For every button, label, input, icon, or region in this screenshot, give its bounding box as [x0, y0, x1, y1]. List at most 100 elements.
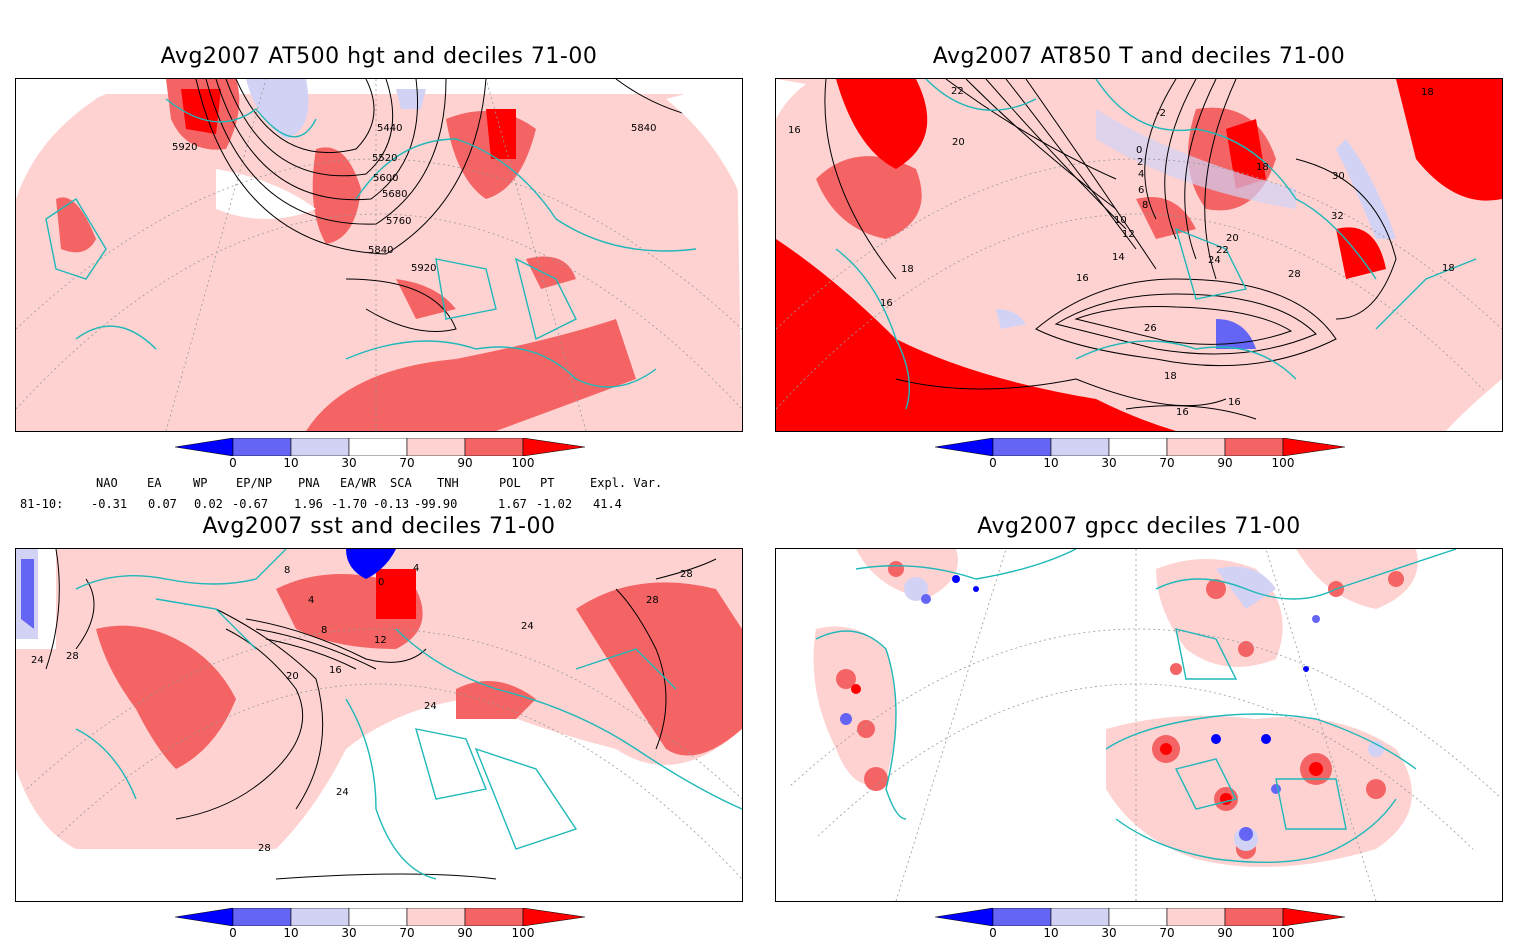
colorbar-tick: 0 — [989, 456, 997, 470]
colorbar-tick: 70 — [399, 456, 415, 470]
contour-label: 5840 — [631, 123, 656, 134]
contour-label: 0 — [1136, 145, 1142, 156]
index-header: PT — [540, 476, 555, 490]
map-panel-t850: 22 20 -2 0 2 4 6 8 10 12 14 16 18 18 18 … — [775, 78, 1503, 432]
index-value: -99.90 — [414, 497, 458, 511]
index-header: SCA — [390, 476, 412, 490]
contour-label: 5920 — [172, 142, 197, 153]
contour-label: 0 — [378, 577, 384, 588]
contour-label: 28 — [646, 595, 659, 606]
contour-label: 18 — [901, 264, 914, 275]
contour-label: 20 — [952, 137, 965, 148]
contour-label: 14 — [1112, 252, 1125, 263]
contour-label: 26 — [1144, 323, 1157, 334]
panel-title-sst: Avg2007 sst and deciles 71-00 — [202, 514, 556, 539]
index-value: 0.07 — [148, 497, 177, 511]
contour-label: 10 — [1114, 215, 1127, 226]
panel-title-hgt: Avg2007 AT500 hgt and deciles 71-00 — [160, 44, 598, 69]
colorbar-bottom-left: 0 10 30 70 90 100 — [174, 907, 595, 948]
index-value: 41.4 — [593, 497, 622, 511]
contour-label: 4 — [1138, 169, 1144, 180]
colorbar-tick: 70 — [1159, 456, 1175, 470]
contour-label: 24 — [31, 655, 44, 666]
contour-label: 16 — [1228, 397, 1241, 408]
contour-label: 28 — [66, 651, 79, 662]
index-header: NAO — [96, 476, 118, 490]
contour-label: 20 — [1226, 233, 1239, 244]
contour-label: 30 — [1332, 171, 1345, 182]
map-panel-gpcc — [775, 548, 1503, 902]
contour-label: 28 — [680, 569, 693, 580]
index-header: EA — [147, 476, 162, 490]
contour-label: 5520 — [372, 153, 397, 164]
index-header: POL — [499, 476, 521, 490]
colorbar-tick: 30 — [341, 456, 357, 470]
index-header: EP/NP — [236, 476, 273, 490]
contour-label: 24 — [336, 787, 349, 798]
contour-label: 24 — [1208, 255, 1221, 266]
contour-label: 32 — [1331, 211, 1344, 222]
index-value: -0.13 — [373, 497, 410, 511]
colorbar-tick: 90 — [457, 926, 473, 940]
colorbar-tick: 100 — [511, 926, 535, 940]
contour-label: 12 — [1122, 229, 1135, 240]
index-value: -1.02 — [536, 497, 573, 511]
index-value: 1.67 — [498, 497, 527, 511]
index-value: -1.70 — [331, 497, 368, 511]
colorbar-tick: 10 — [283, 926, 299, 940]
contour-label: 24 — [424, 701, 437, 712]
contour-label: 12 — [374, 635, 387, 646]
map-panel-sst: 8 4 8 12 16 20 24 24 28 24 28 28 28 24 4… — [15, 548, 743, 902]
colorbar-top-right: 0 10 30 70 90 100 — [934, 437, 1355, 478]
map-panel-hgt: 5440 5520 5600 5680 5760 5840 5920 5920 … — [15, 78, 743, 432]
contour-label: 5840 — [368, 245, 393, 256]
colorbar-tick: 90 — [1217, 456, 1233, 470]
panel-title-gpcc: Avg2007 gpcc deciles 71-00 — [977, 514, 1301, 539]
index-value: -0.31 — [91, 497, 128, 511]
colorbar-tick: 90 — [457, 456, 473, 470]
contour-label: 8 — [321, 625, 327, 636]
contour-label: 18 — [1164, 371, 1177, 382]
index-header: TNH — [437, 476, 459, 490]
colorbar-bottom-right: 0 10 30 70 90 100 — [934, 907, 1355, 948]
colorbar-tick: 90 — [1217, 926, 1233, 940]
index-header: Expl. Var. — [590, 476, 663, 490]
contour-label: 16 — [329, 665, 342, 676]
colorbar-tick: 100 — [1271, 926, 1295, 940]
contour-label: 28 — [258, 843, 271, 854]
contour-label: 5600 — [373, 173, 398, 184]
colorbar-tick: 10 — [1043, 926, 1059, 940]
colorbar-top-left: 0 10 30 70 90 100 — [174, 437, 595, 478]
index-header: PNA — [298, 476, 320, 490]
colorbar-tick: 10 — [283, 456, 299, 470]
index-row-label: 81-10: — [20, 497, 64, 511]
colorbar-tick: 70 — [1159, 926, 1175, 940]
contour-label: 5920 — [411, 263, 436, 274]
contour-label: -2 — [1156, 108, 1166, 119]
colorbar-tick: 10 — [1043, 456, 1059, 470]
index-value: -0.67 — [232, 497, 269, 511]
contour-label: 28 — [1288, 269, 1301, 280]
contour-label: 16 — [1076, 273, 1089, 284]
contour-label: 4 — [308, 595, 314, 606]
colorbar-tick: 0 — [989, 926, 997, 940]
contour-label: 5440 — [377, 123, 402, 134]
contour-label: 18 — [1256, 162, 1269, 173]
contour-label: 22 — [1216, 245, 1229, 256]
colorbar-tick: 100 — [1271, 456, 1295, 470]
contour-label: 20 — [286, 671, 299, 682]
contour-label: 24 — [521, 621, 534, 632]
contour-label: 16 — [880, 298, 893, 309]
contour-label: 16 — [1176, 407, 1189, 418]
colorbar-tick: 30 — [1101, 456, 1117, 470]
contour-label: 6 — [1138, 185, 1144, 196]
index-header: WP — [193, 476, 208, 490]
contour-label: 5760 — [386, 216, 411, 227]
panel-title-t850: Avg2007 AT850 T and deciles 71-00 — [932, 44, 1346, 69]
colorbar-tick: 30 — [341, 926, 357, 940]
contour-label: 18 — [1442, 263, 1455, 274]
colorbar-tick: 30 — [1101, 926, 1117, 940]
contour-label: 8 — [1142, 200, 1148, 211]
index-header: EA/WR — [340, 476, 377, 490]
index-value: 1.96 — [294, 497, 323, 511]
